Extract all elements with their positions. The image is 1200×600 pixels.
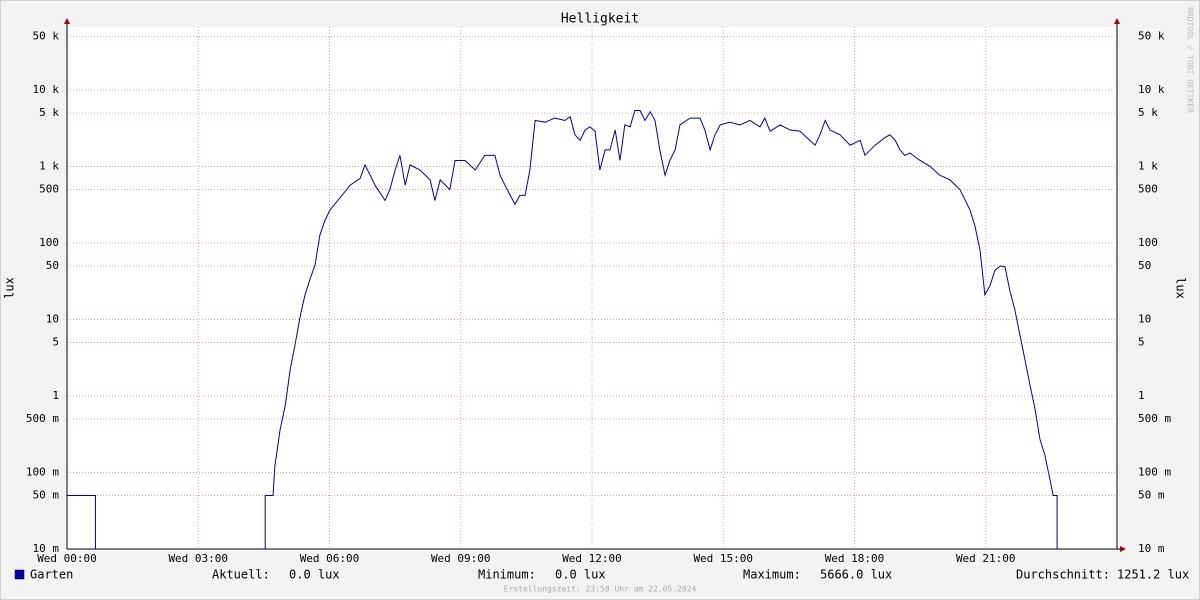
y2-tick-label: 50 (1138, 259, 1151, 272)
stat-value: 5666.0 lux (820, 568, 892, 582)
y2-tick-label: 500 m (1138, 412, 1171, 425)
y-axis-label: lux (3, 277, 17, 299)
y-tick-label: 100 m (26, 466, 59, 479)
y-tick-label: 100 (39, 236, 59, 249)
y-tick-label: 50 m (33, 489, 60, 502)
chart-title: Helligkeit (561, 12, 639, 27)
y2-tick-label: 50 m (1138, 489, 1165, 502)
y-tick-label: 500 m (26, 412, 59, 425)
stat-label: Durchschnitt: (1016, 568, 1110, 582)
y2-tick-label: 5 (1138, 336, 1145, 349)
x-tick-label: Wed 09:00 (431, 552, 491, 565)
y2-tick-label: 50 k (1138, 30, 1165, 43)
stat-value: 0.0 lux (289, 568, 340, 582)
x-tick-label: Wed 12:00 (562, 552, 622, 565)
stat-value: 1251.2 lux (1117, 568, 1189, 582)
y2-tick-label: 100 (1138, 236, 1158, 249)
x-tick-label: Wed 18:00 (825, 552, 885, 565)
stat-value: 0.0 lux (555, 568, 606, 582)
legend: Garten Aktuell: 0.0 lux Minimum: 0.0 lux Maxi… (14, 568, 1189, 582)
y-tick-label: 1 (52, 389, 59, 402)
y-tick-label: 1 k (39, 160, 59, 173)
y2-tick-label: 10 (1138, 313, 1151, 326)
y2-tick-label: 1 k (1138, 160, 1158, 173)
marks (67, 110, 1117, 550)
y-tick-label: 5 (52, 336, 59, 349)
y-tick-label: 50 k (33, 30, 60, 43)
y-tick-label: 10 m (33, 542, 60, 555)
stat-label: Aktuell: (212, 568, 270, 582)
y2-tick-label: 5 k (1138, 106, 1158, 119)
axis-arrow (1114, 18, 1120, 24)
y-tick-label: 10 (46, 313, 59, 326)
y2-axis-label: lux (1174, 277, 1188, 299)
legend-label: Garten (30, 568, 73, 582)
stat-label: Minimum: (478, 568, 536, 582)
x-tick-label: Wed 00:00 (37, 552, 97, 565)
y2-tick-label: 10 k (1138, 83, 1165, 96)
y-tick-label: 50 (46, 259, 59, 272)
x-tick-label: Wed 15:00 (693, 552, 753, 565)
y-tick-label: 500 (39, 183, 59, 196)
y2-tick-label: 10 m (1138, 542, 1165, 555)
grid (66, 27, 1117, 550)
legend-swatch (14, 569, 25, 580)
footer: Erstellungszeit: 23:58 Uhr am 22.05.2024 (504, 585, 697, 594)
y-tick-label: 5 k (39, 106, 59, 119)
y2-tick-label: 100 m (1138, 466, 1171, 479)
x-tick-label: Wed 06:00 (300, 552, 360, 565)
watermark: RRDTOOL / TOBI OETIKER (1186, 7, 1195, 113)
axis-arrow (1120, 546, 1126, 552)
x-tick-label: Wed 03:00 (168, 552, 228, 565)
y2-tick-label: 500 (1138, 183, 1158, 196)
y-tick-label: 10 k (33, 83, 60, 96)
data-line (67, 110, 1117, 550)
y2-tick-label: 1 (1138, 389, 1145, 402)
stat-label: Maximum: (743, 568, 801, 582)
axis-arrow (64, 18, 70, 24)
x-tick-label: Wed 21:00 (956, 552, 1016, 565)
